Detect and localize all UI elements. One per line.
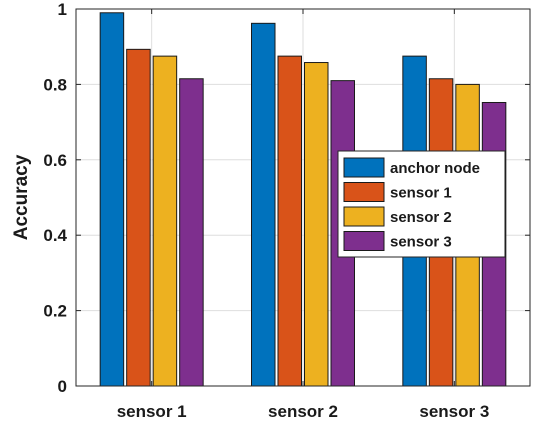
y-axis-ticks: 0 0.2 0.4 0.6 0.8 1	[43, 0, 530, 396]
bar-sensor-1-sensor-1	[126, 48, 151, 387]
grid-lines	[76, 9, 530, 386]
y-tick-label: 0.2	[43, 302, 67, 321]
bar-anchor-node-sensor-1	[99, 12, 125, 387]
bar-sensor-1-sensor-2	[277, 55, 302, 387]
legend: anchor node sensor 1 sensor 2 sensor 3	[337, 150, 506, 258]
y-axis-label: Accuracy	[11, 154, 32, 240]
legend-swatch	[343, 231, 385, 251]
bar-sensor-2-sensor-1	[152, 55, 178, 387]
bar-sensor-2-sensor-2	[304, 62, 329, 387]
legend-label: sensor 3	[390, 234, 452, 251]
legend-label: sensor 1	[390, 185, 452, 202]
legend-label: sensor 2	[390, 209, 452, 226]
legend-swatch	[343, 206, 385, 227]
x-tick-label: sensor 2	[268, 402, 338, 421]
x-tick-label: sensor 1	[117, 402, 187, 421]
x-tick-label: sensor 3	[419, 402, 489, 421]
y-tick-label: 0.4	[43, 226, 67, 245]
bar-sensor-3-sensor-1	[179, 78, 204, 387]
y-tick-label: 1	[58, 0, 67, 19]
legend-label: anchor node	[390, 160, 480, 177]
legend-swatch	[343, 157, 385, 178]
legend-swatch	[343, 182, 385, 202]
y-tick-label: 0.6	[43, 151, 67, 170]
bar-anchor-node-sensor-2	[251, 22, 276, 387]
y-tick-label: 0	[58, 377, 67, 396]
y-tick-label: 0.8	[43, 75, 67, 94]
x-axis-ticks: sensor 1 sensor 2 sensor 3	[117, 9, 489, 421]
